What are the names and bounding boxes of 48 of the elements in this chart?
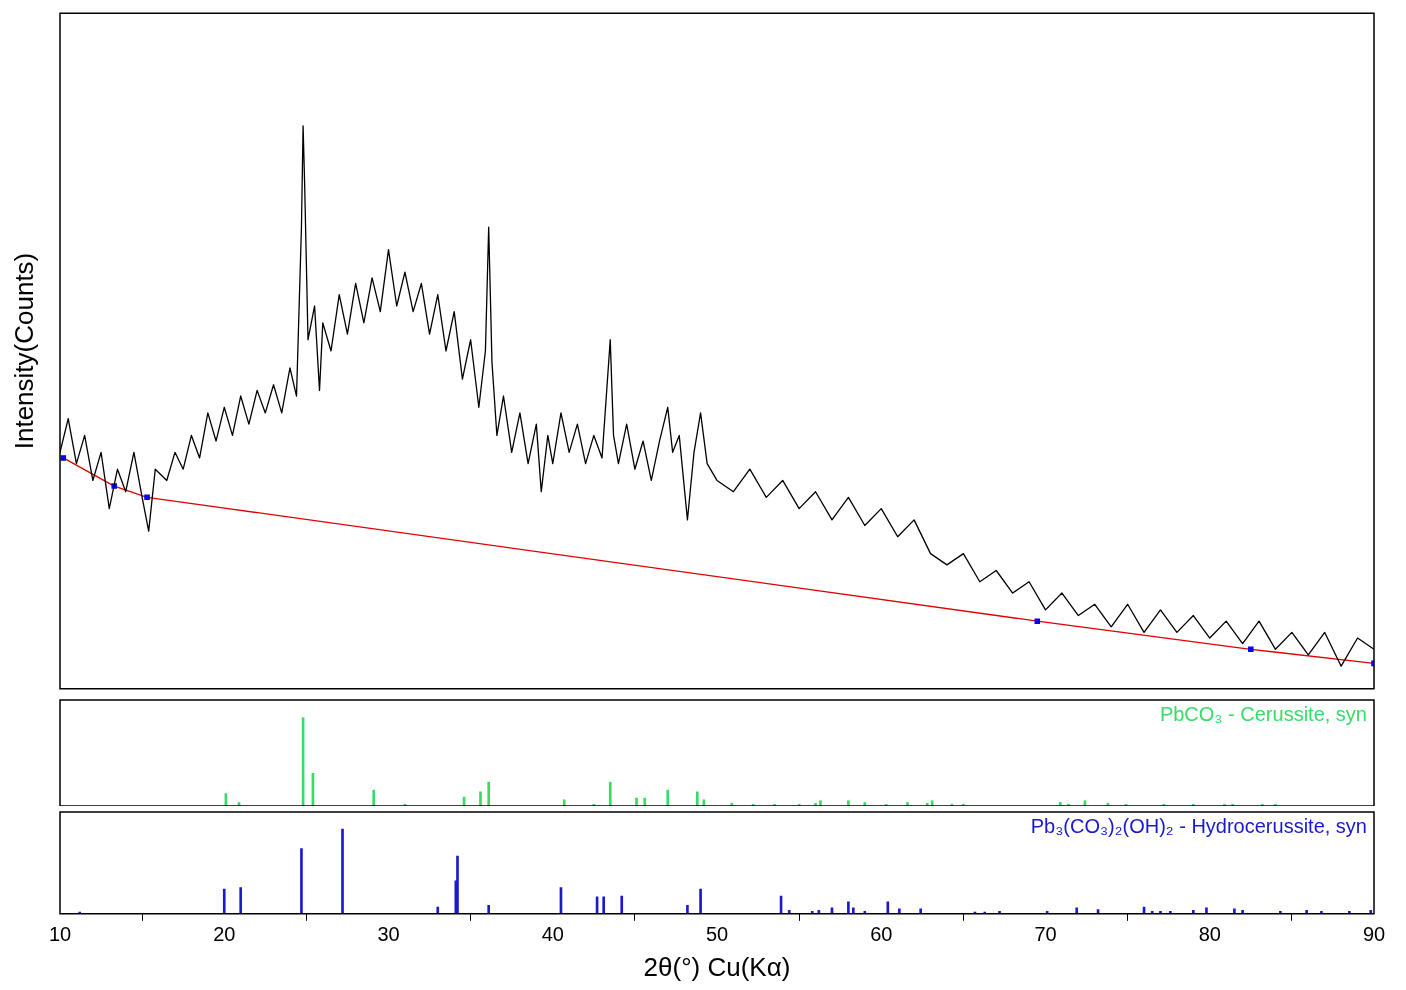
bar xyxy=(699,888,702,914)
bar xyxy=(341,828,344,914)
bar xyxy=(1241,910,1244,914)
y-axis-title: Intensity(Counts) xyxy=(8,252,39,450)
bar xyxy=(863,802,867,806)
bar xyxy=(1191,910,1195,914)
bar xyxy=(695,791,699,806)
bar xyxy=(608,781,612,806)
bar xyxy=(436,906,440,914)
bar xyxy=(222,888,226,914)
text: Pb₃(CO₃)₂(OH)₂ - Hydrocerussite, syn xyxy=(1030,814,1367,837)
bar xyxy=(643,797,647,806)
bar xyxy=(562,799,566,806)
bar xyxy=(886,901,890,914)
x-tick-label: 80 xyxy=(1198,923,1221,946)
bar xyxy=(487,904,491,914)
x-tick-label: 30 xyxy=(377,923,400,946)
bar xyxy=(1369,910,1373,914)
bar xyxy=(787,910,791,914)
bar xyxy=(635,797,638,806)
bar xyxy=(1305,910,1308,914)
bar xyxy=(1058,802,1062,806)
bar xyxy=(372,789,376,806)
x-tick-label: 70 xyxy=(1034,923,1057,946)
bar xyxy=(666,789,670,806)
bar xyxy=(620,895,624,914)
bar xyxy=(906,802,909,806)
text: PbCO₃ - Cerussite, syn xyxy=(1159,702,1367,725)
x-tick-label: 20 xyxy=(213,923,236,946)
bar xyxy=(300,848,303,914)
x-tick-label: 90 xyxy=(1362,923,1386,946)
bar xyxy=(686,904,689,914)
bar xyxy=(819,800,822,806)
x-tick-label: 40 xyxy=(541,923,564,946)
x-tick-label: 10 xyxy=(48,923,72,946)
bar xyxy=(919,908,922,914)
x-axis-title: 2θ(°) Cu(Kα) xyxy=(643,951,791,982)
bar xyxy=(479,791,482,806)
bar xyxy=(487,781,491,806)
bar xyxy=(847,901,850,914)
bar xyxy=(602,896,605,914)
bar xyxy=(456,855,459,914)
x-tick-label: 60 xyxy=(870,923,893,946)
bar xyxy=(897,908,901,914)
bar xyxy=(1233,908,1236,914)
bar xyxy=(847,800,850,806)
bar xyxy=(239,887,243,914)
x-tick-label: 50 xyxy=(705,923,729,946)
